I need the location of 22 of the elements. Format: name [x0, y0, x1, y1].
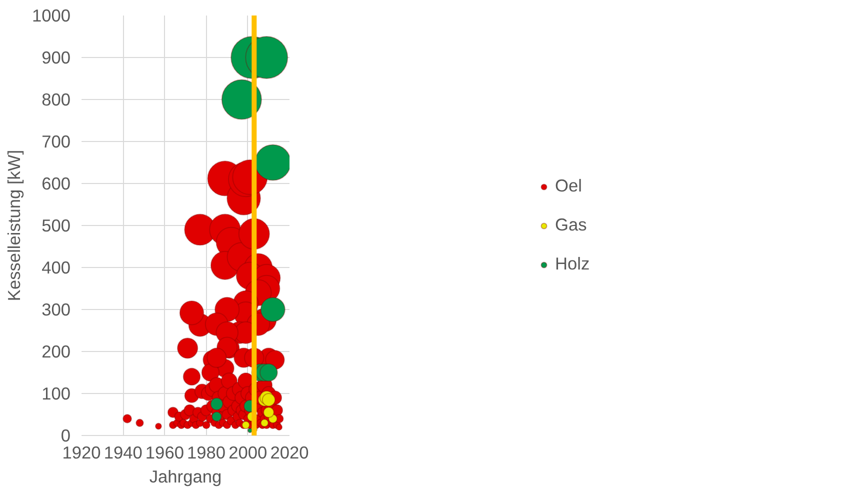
- y-tick-label: 200: [42, 342, 71, 362]
- y-tick-label: 600: [42, 174, 71, 194]
- y-tick-label: 1000: [32, 6, 71, 26]
- y-tick-label: 800: [42, 90, 71, 110]
- y-tick-label: 100: [42, 384, 71, 404]
- y-tick-label: 500: [42, 216, 71, 236]
- x-tick-label: 2020: [270, 442, 309, 462]
- x-tick-label: 1980: [187, 442, 226, 462]
- y-axis-title: Kesselleistung [kW]: [4, 150, 24, 302]
- x-tick-label: 1940: [104, 442, 142, 462]
- legend-label: Gas: [555, 214, 588, 236]
- x-tick-label: 1920: [62, 442, 101, 462]
- legend-label: Oel: [555, 176, 583, 196]
- y-tick-label: 700: [42, 132, 71, 152]
- x-tick-label: 2000: [228, 442, 268, 462]
- y-tick-label: 900: [42, 48, 71, 68]
- x-axis-title: Jahrgang: [149, 466, 222, 486]
- x-tick-label: 1960: [145, 442, 184, 462]
- y-tick-label: 0: [60, 426, 71, 446]
- y-tick-label: 300: [42, 300, 71, 320]
- legend-label: Holz: [555, 254, 591, 274]
- y-tick-label: 400: [42, 258, 71, 278]
